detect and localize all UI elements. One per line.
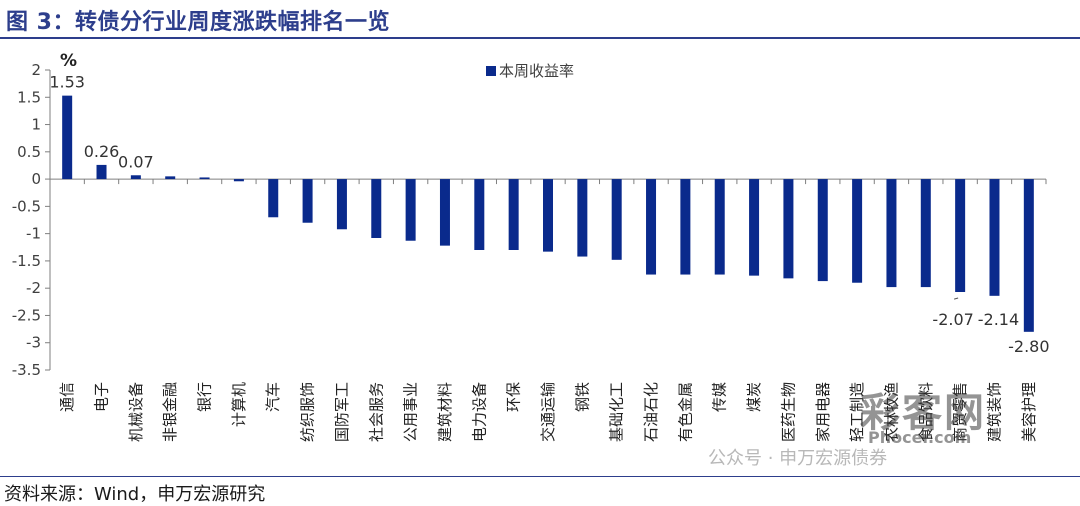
- category-label: 美容护理: [1020, 382, 1038, 442]
- category-label: 建筑材料: [436, 382, 454, 442]
- y-tick-label: 1: [31, 116, 41, 134]
- bar: [199, 177, 210, 180]
- y-tick-label: -3.5: [12, 361, 41, 379]
- category-label: 通信: [58, 382, 76, 412]
- data-label-leader: [954, 297, 959, 300]
- y-tick-label: -2: [26, 279, 41, 297]
- bar: [955, 179, 966, 292]
- bar: [817, 179, 828, 282]
- data-label: -2.14: [978, 310, 1019, 329]
- watermark-logo-sub: Phocer.com: [868, 428, 972, 447]
- bar: [852, 179, 863, 283]
- y-tick-label: 0.5: [17, 143, 41, 161]
- source-note: 资料来源：Wind，申万宏源研究: [4, 484, 266, 505]
- category-label: 电力设备: [470, 382, 488, 442]
- bar: [474, 179, 485, 250]
- bar: [989, 179, 1000, 296]
- bar: [165, 176, 176, 180]
- category-label: 建筑装饰: [985, 382, 1003, 442]
- y-tick-label: -0.5: [12, 197, 41, 215]
- bar: [680, 179, 691, 275]
- y-tick-label: -3: [26, 334, 41, 352]
- category-label: 国防军工: [333, 382, 351, 442]
- category-label: 交通运输: [539, 382, 557, 442]
- category-label: 社会服务: [367, 382, 385, 442]
- bar: [1023, 179, 1034, 332]
- bar: [62, 95, 73, 180]
- data-label: 0.26: [84, 142, 120, 161]
- bar: [302, 179, 313, 223]
- y-unit-label: %: [60, 51, 77, 71]
- bar: [749, 179, 760, 276]
- category-label: 电子: [93, 382, 111, 412]
- bar: [371, 179, 382, 238]
- y-tick-label: 2: [31, 61, 41, 79]
- y-tick-label: 1.5: [17, 88, 41, 106]
- bar: [268, 179, 279, 218]
- data-label: 0.07: [118, 152, 154, 171]
- y-tick-label: -2.5: [12, 306, 41, 324]
- category-label: 汽车: [264, 382, 282, 412]
- legend-swatch: [486, 66, 496, 76]
- watermark-logo: 彩客网: [860, 390, 986, 436]
- category-label: 环保: [505, 382, 523, 412]
- bar: [405, 179, 416, 241]
- category-label: 机械设备: [127, 382, 145, 442]
- bar: [96, 164, 107, 180]
- category-label: 纺织服饰: [299, 382, 317, 442]
- data-label: -2.07: [932, 310, 973, 329]
- figure-title: 图 3：转债分行业周度涨跌幅排名一览: [6, 10, 390, 35]
- category-label: 钢铁: [573, 382, 591, 412]
- category-label: 银行: [196, 382, 214, 412]
- data-label: -2.80: [1008, 337, 1049, 356]
- bar: [130, 175, 141, 180]
- category-label: 轻工制造: [848, 382, 866, 442]
- watermark-text: 公众号 · 申万宏源债券: [708, 448, 888, 469]
- bar: [920, 179, 931, 288]
- category-label: 计算机: [230, 382, 248, 427]
- legend-label: 本周收益率: [499, 62, 574, 80]
- category-label: 石油石化: [642, 382, 660, 442]
- bar: [543, 179, 553, 252]
- category-label: 农林牧渔: [882, 382, 900, 442]
- y-tick-label: -1.5: [12, 252, 41, 270]
- category-label: 非银金融: [161, 382, 179, 442]
- bar: [886, 179, 897, 288]
- bottom-divider: [0, 476, 1080, 477]
- bar-chart: 21.510.50-0.5-1-1.5-2-2.5-3-3.5% 本周收益率通信电…: [12, 51, 1050, 442]
- bar: [714, 179, 725, 275]
- y-tick-label: -1: [26, 225, 41, 243]
- bar: [611, 179, 622, 260]
- category-label: 传媒: [711, 382, 729, 412]
- category-label: 食品饮料: [917, 382, 935, 442]
- category-label: 煤炭: [745, 382, 763, 412]
- y-tick-label: 0: [31, 170, 41, 188]
- category-label: 基础化工: [608, 382, 626, 442]
- category-label: 家用电器: [814, 382, 832, 442]
- bar: [783, 179, 794, 279]
- bar: [646, 179, 657, 275]
- data-label: 1.53: [49, 73, 85, 92]
- category-label: 医药生物: [779, 382, 797, 442]
- bar: [577, 179, 588, 257]
- bar: [233, 179, 244, 182]
- bar: [336, 179, 347, 230]
- category-label: 商贸零售: [951, 382, 969, 442]
- category-label: 有色金属: [676, 382, 694, 442]
- bar: [439, 179, 450, 246]
- title-divider: [0, 37, 1080, 39]
- bar: [508, 179, 519, 250]
- category-label: 公用事业: [402, 382, 420, 442]
